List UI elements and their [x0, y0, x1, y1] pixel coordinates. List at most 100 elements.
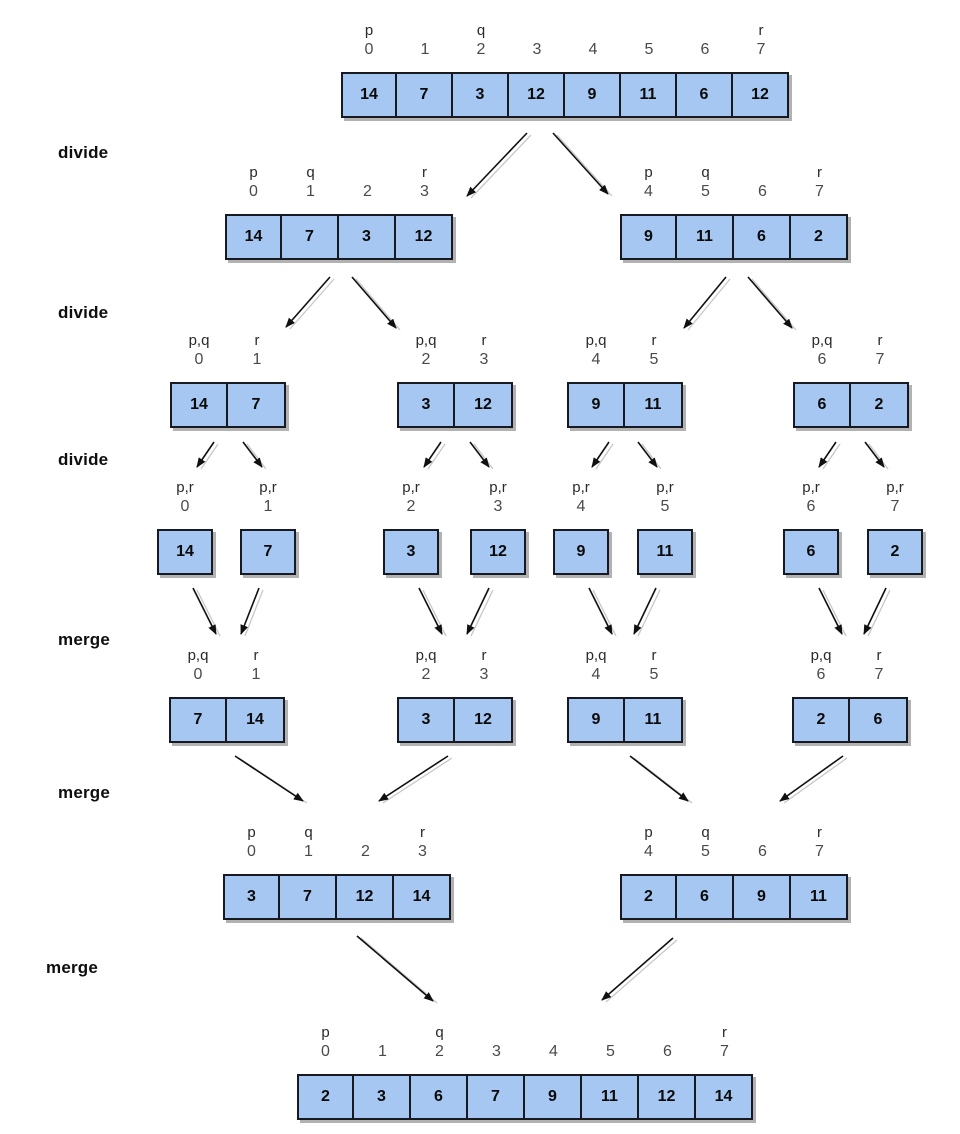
array-cell: 2: [867, 529, 923, 575]
index-row: 3: [470, 497, 526, 516]
index-label: 0: [249, 183, 258, 200]
index-label: 6: [816, 666, 826, 683]
pointer-marker-row: p q r: [341, 21, 789, 40]
arrow-shadow: [382, 757, 453, 804]
arrow-shadow: [687, 278, 731, 331]
array-cell: 9: [565, 72, 621, 118]
cells-row: 7: [240, 529, 296, 575]
pointer-marker: p,q: [415, 332, 437, 349]
pointer-marker: r: [758, 22, 764, 39]
arrow: [588, 587, 613, 635]
arrow-shadow: [605, 939, 678, 1003]
pointer-marker: p,r: [656, 479, 674, 496]
pointer-marker: r: [253, 647, 259, 664]
array-block: p q r 0 1 2 3 14 7 3 12: [225, 163, 453, 260]
index-label: 1: [378, 1043, 387, 1060]
pointer-marker: r: [722, 1024, 727, 1041]
arrow: [469, 441, 490, 468]
index-label: 3: [420, 183, 429, 200]
array-cell: 3: [339, 214, 396, 260]
array-cell: 12: [470, 529, 526, 575]
arrow: [591, 441, 610, 468]
pointer-marker: p,r: [886, 479, 904, 496]
index-row: 5: [637, 497, 693, 516]
array-cell: 6: [411, 1074, 468, 1120]
pointer-marker: p: [644, 824, 653, 841]
pointer-marker-row: p,q r: [169, 646, 285, 665]
index-label: 3: [492, 1043, 501, 1060]
arrow-shadow: [556, 134, 613, 197]
array-cell: 7: [397, 72, 453, 118]
arrow: [601, 937, 674, 1001]
index-row: 0: [157, 497, 213, 516]
pointer-marker-row: p,r: [157, 478, 213, 497]
index-label: 1: [304, 843, 313, 860]
array-cell: 12: [455, 382, 513, 428]
index-label: 7: [756, 41, 766, 58]
array-block: p,q r 2 3 3 12: [397, 646, 513, 743]
pointer-marker: p,r: [402, 479, 420, 496]
pointer-marker: r: [877, 332, 883, 349]
pointer-marker-row: p,r: [240, 478, 296, 497]
cells-row: 9: [553, 529, 609, 575]
index-label: 3: [479, 351, 489, 368]
cells-row: 2 3 6 7 9 11 12 14: [297, 1074, 753, 1120]
arrow-shadow: [783, 757, 848, 804]
array-block: p q r 4 5 6 7 2 6 9 11: [620, 823, 848, 920]
array-cell: 7: [282, 214, 339, 260]
array-block: p q r 0 1 2 3 4 5 6 7 2 3 6 7 9 11 12 14: [297, 1023, 753, 1120]
arrow-shadow: [595, 443, 614, 470]
pointer-marker: p: [364, 22, 374, 39]
phase-label-merge: merge: [58, 783, 111, 802]
array-cell: 14: [696, 1074, 753, 1120]
pointer-marker: [677, 21, 733, 40]
arrow: [242, 441, 263, 468]
array-block: p,q r 6 7 2 6: [792, 646, 908, 743]
arrow-shadow: [637, 589, 661, 637]
array-cell: 9: [553, 529, 609, 575]
index-label: 5: [644, 41, 654, 58]
pointer-marker-row: p,q r: [397, 646, 513, 665]
array-cell: 14: [225, 214, 282, 260]
index-label: 0: [247, 843, 256, 860]
index-label: 3: [479, 666, 489, 683]
arrow-shadow: [822, 443, 841, 470]
index-label: 1: [251, 666, 261, 683]
array-cell: 14: [341, 72, 397, 118]
pointer-marker: r: [817, 824, 822, 841]
arrow-shadow: [868, 443, 889, 470]
pointer-marker-row: p,q r: [397, 331, 513, 350]
pointer-marker-row: p q r: [223, 823, 451, 842]
pointer-marker: r: [817, 164, 822, 181]
index-label: 7: [815, 843, 824, 860]
index-label: 1: [263, 498, 273, 515]
phase-label-divide: divide: [58, 450, 109, 469]
index-label: 0: [364, 41, 374, 58]
array-cell: 3: [223, 874, 280, 920]
pointer-marker: p: [249, 164, 258, 181]
array-cell: 3: [397, 697, 455, 743]
arrow-shadow: [641, 443, 662, 470]
pointer-marker: [639, 1023, 696, 1042]
arrow-shadow: [470, 589, 494, 637]
array-cell: 9: [567, 697, 625, 743]
pointer-marker: [397, 21, 453, 40]
array-cell: 6: [783, 529, 839, 575]
cells-row: 6: [783, 529, 839, 575]
arrow: [466, 587, 490, 635]
index-label: 5: [649, 666, 659, 683]
arrow: [864, 441, 885, 468]
cells-row: 3 7 12 14: [223, 874, 451, 920]
index-label: 0: [193, 666, 203, 683]
cells-row: 9 11 6 2: [620, 214, 848, 260]
index-label: 3: [532, 41, 542, 58]
pointer-marker: [582, 1023, 639, 1042]
pointer-marker-row: p,q r: [170, 331, 286, 350]
pointer-marker: [468, 1023, 525, 1042]
array-cell: 14: [157, 529, 213, 575]
index-label: 2: [435, 1043, 444, 1060]
